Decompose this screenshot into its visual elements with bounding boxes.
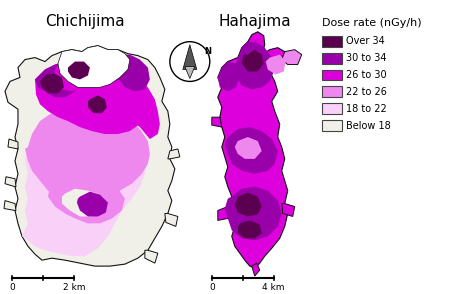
Polygon shape bbox=[5, 177, 16, 187]
Polygon shape bbox=[100, 68, 160, 139]
Polygon shape bbox=[35, 61, 80, 97]
Polygon shape bbox=[88, 95, 107, 113]
Polygon shape bbox=[218, 42, 252, 91]
Bar bbox=[322, 69, 342, 81]
Text: Chichijima: Chichijima bbox=[45, 14, 125, 29]
Text: Dose rate (nGy/h): Dose rate (nGy/h) bbox=[322, 18, 421, 28]
Text: Over 34: Over 34 bbox=[346, 36, 384, 46]
Bar bbox=[322, 103, 342, 114]
Polygon shape bbox=[218, 32, 288, 268]
Text: 30 to 34: 30 to 34 bbox=[346, 53, 386, 63]
Polygon shape bbox=[58, 46, 130, 87]
Text: 26 to 30: 26 to 30 bbox=[346, 70, 386, 80]
Bar bbox=[322, 36, 342, 47]
Polygon shape bbox=[25, 107, 150, 203]
Polygon shape bbox=[116, 55, 150, 91]
Text: 18 to 22: 18 to 22 bbox=[346, 104, 387, 114]
Text: 0: 0 bbox=[209, 283, 215, 292]
Polygon shape bbox=[86, 48, 132, 81]
Polygon shape bbox=[225, 187, 282, 240]
Polygon shape bbox=[168, 149, 180, 159]
Text: N: N bbox=[204, 47, 211, 56]
Polygon shape bbox=[235, 193, 262, 216]
Bar bbox=[322, 53, 342, 64]
Polygon shape bbox=[145, 250, 158, 263]
Polygon shape bbox=[77, 192, 108, 216]
Polygon shape bbox=[165, 213, 178, 226]
Text: Below 18: Below 18 bbox=[346, 121, 391, 131]
Polygon shape bbox=[238, 220, 262, 238]
Polygon shape bbox=[185, 66, 195, 78]
Polygon shape bbox=[22, 107, 148, 256]
Polygon shape bbox=[4, 201, 16, 211]
Polygon shape bbox=[235, 137, 262, 159]
Text: 4 km: 4 km bbox=[262, 283, 285, 292]
Polygon shape bbox=[183, 45, 197, 69]
Text: 0: 0 bbox=[9, 283, 15, 292]
Polygon shape bbox=[40, 74, 64, 93]
Polygon shape bbox=[212, 117, 222, 127]
Polygon shape bbox=[8, 139, 18, 149]
Polygon shape bbox=[252, 263, 260, 276]
Polygon shape bbox=[282, 203, 295, 216]
Polygon shape bbox=[48, 179, 125, 223]
Polygon shape bbox=[62, 189, 105, 216]
Bar bbox=[322, 120, 342, 131]
Polygon shape bbox=[266, 55, 286, 74]
Polygon shape bbox=[242, 50, 264, 71]
Polygon shape bbox=[55, 55, 92, 91]
Text: 2 km: 2 km bbox=[63, 283, 85, 292]
Text: 22 to 26: 22 to 26 bbox=[346, 87, 387, 97]
Bar bbox=[322, 86, 342, 97]
Polygon shape bbox=[218, 207, 230, 220]
Polygon shape bbox=[70, 87, 115, 119]
Polygon shape bbox=[225, 127, 278, 174]
Polygon shape bbox=[236, 42, 275, 89]
Polygon shape bbox=[35, 60, 145, 134]
Polygon shape bbox=[5, 46, 175, 266]
Polygon shape bbox=[68, 61, 90, 79]
Text: Hahajima: Hahajima bbox=[218, 14, 291, 29]
Polygon shape bbox=[282, 50, 302, 65]
